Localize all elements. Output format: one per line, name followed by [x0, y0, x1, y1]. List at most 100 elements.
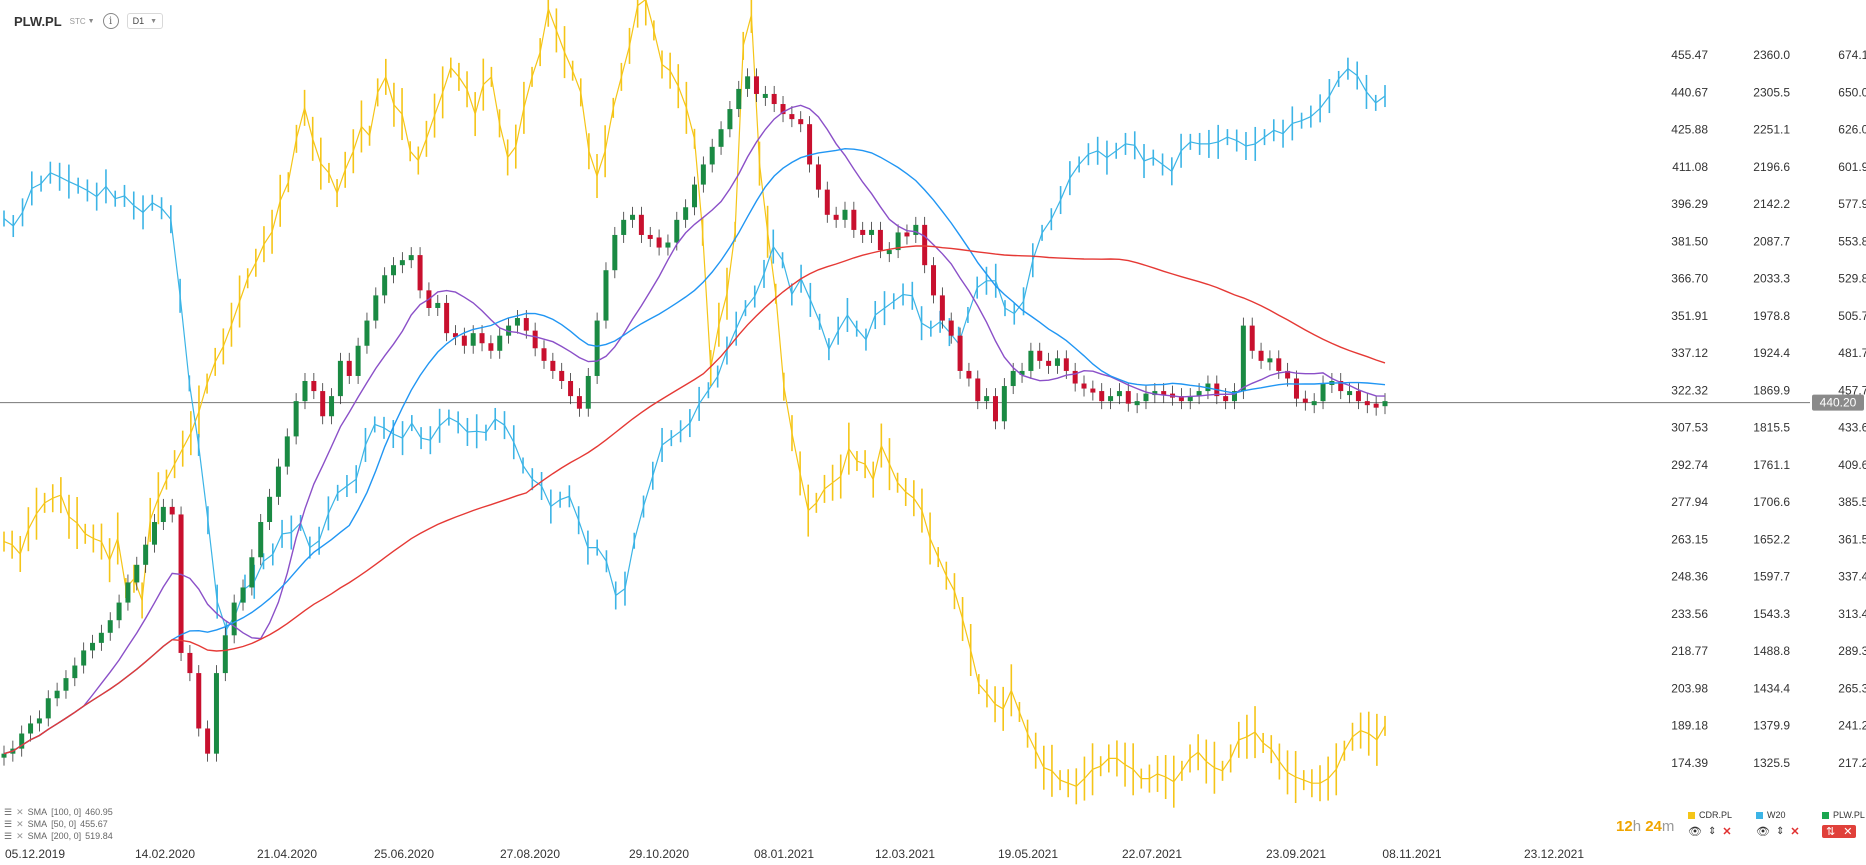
y-tick-label: 1869.9 [1753, 383, 1790, 397]
color-swatch [1756, 811, 1763, 819]
reorder-icon[interactable]: ⇕ [1775, 826, 1785, 837]
y-tick-label: 241.27 [1838, 719, 1866, 733]
close-icon[interactable]: ✕ [16, 819, 24, 829]
plw-candle-body [984, 396, 990, 402]
timeframe-label: D1 [132, 16, 145, 26]
indicator-legend: ☰ ✕ SMA [100, 0] 460.95 ☰ ✕ SMA [50, 0] 455.67 ☰… [4, 806, 113, 842]
y-tick-label: 411.08 [1672, 160, 1708, 174]
timer-minutes: 24 [1645, 818, 1662, 835]
plw-candle-body [1285, 370, 1291, 379]
plw-candle-body [931, 265, 937, 296]
plw-candle-body [665, 242, 671, 248]
plw-candle-body [1178, 396, 1184, 402]
y-tick-label: 577.94 [1838, 197, 1866, 211]
plw-candle-body [647, 234, 653, 239]
close-icon[interactable]: ✕ [1722, 826, 1732, 838]
y-tick-label: 1924.4 [1753, 346, 1790, 360]
y-tick-label: 650.08 [1838, 85, 1866, 99]
info-icon[interactable]: i [102, 13, 119, 29]
sma-line [3, 245, 1386, 755]
y-tick-label: 218.77 [1671, 644, 1708, 658]
y-tick-label: 1978.8 [1753, 309, 1790, 323]
indicator-row[interactable]: ☰ ✕ SMA [200, 0] 519.84 [4, 830, 113, 842]
close-icon[interactable]: ✕ [16, 831, 24, 841]
plw-candle-body [346, 360, 352, 376]
chart-mode-label: STC [69, 16, 86, 26]
sma-line [3, 147, 1386, 755]
y-tick-label: 481.74 [1838, 346, 1866, 360]
plw-candle-body [364, 320, 370, 346]
instrument-plw: PLW.PL ⇅ ✕ [1822, 810, 1865, 838]
y-tick-label: 1652.2 [1753, 532, 1790, 546]
plw-candle-body [736, 88, 742, 110]
timer-hours: 12 [1616, 818, 1633, 835]
y-tick-label: 1706.6 [1753, 495, 1790, 509]
plw-candle-body [780, 104, 786, 115]
eye-icon[interactable]: 👁 [1756, 826, 1770, 838]
sma-line [3, 104, 1386, 755]
y-tick-label: 2251.1 [1753, 123, 1790, 137]
indicator-row[interactable]: ☰ ✕ SMA [100, 0] 460.95 [4, 806, 113, 818]
reorder-icon[interactable]: ⇕ [1707, 826, 1717, 837]
plw-candle-body [1232, 391, 1238, 402]
candles-icon[interactable]: ⇅ [1826, 826, 1836, 838]
plw-candle-body [523, 318, 529, 331]
plw-candle-body [1320, 383, 1326, 402]
plw-candle-body [718, 129, 724, 147]
plw-candle-body [789, 114, 795, 120]
y-tick-label: 455.47 [1671, 48, 1708, 62]
plw-candle-body [45, 698, 51, 719]
y-tick-label: 396.29 [1671, 197, 1708, 211]
close-icon[interactable]: ✕ [16, 807, 24, 817]
cdr-series-line [3, 0, 1386, 787]
plw-candle-body [745, 76, 751, 89]
y-tick-label: 1379.9 [1753, 719, 1790, 733]
y-tick-label: 203.98 [1671, 681, 1708, 695]
close-icon[interactable]: ✕ [1790, 826, 1800, 838]
plw-candle-body [656, 237, 662, 248]
y-tick-label: 457.70 [1838, 383, 1866, 397]
eye-icon[interactable]: 👁 [1688, 826, 1702, 838]
plw-candle-body [1267, 358, 1273, 363]
timer-minutes-unit: m [1661, 818, 1675, 835]
plw-candle-body [1223, 396, 1229, 402]
plw-candle-body [541, 348, 547, 361]
y-tick-label: 263.15 [1671, 532, 1708, 546]
y-tick-label: 2087.7 [1753, 234, 1790, 248]
close-icon[interactable]: ✕ [1843, 826, 1853, 838]
plw-candle-body [630, 214, 636, 220]
instrument-w20: W20 👁 ⇕ ✕ [1756, 810, 1800, 838]
indicator-params: [200, 0] [51, 831, 82, 841]
list-icon: ☰ [4, 819, 13, 829]
x-tick-label: 08.11.2021 [1382, 847, 1441, 861]
x-tick-label: 08.01.2021 [754, 847, 814, 861]
symbol-label[interactable]: PLW.PL [14, 13, 62, 29]
instrument-controls[interactable]: ⇅ ✕ [1822, 825, 1857, 838]
x-tick-label: 29.10.2020 [629, 847, 689, 861]
plw-candle-body [532, 330, 538, 349]
plw-candle-body [948, 320, 954, 336]
plw-candle-body [90, 642, 96, 651]
plw-candle-body [692, 184, 697, 208]
plw-candle-body [125, 582, 131, 603]
plw-candle-body [479, 333, 485, 344]
plw-candle-body [939, 295, 945, 321]
plw-candle-body [727, 109, 733, 130]
plw-candle-body [851, 209, 857, 230]
y-tick-label: 433.65 [1838, 421, 1866, 435]
plw-candle-body [612, 234, 618, 271]
plw-candle-body [249, 557, 255, 588]
plw-candle-body [1081, 383, 1087, 389]
indicator-row[interactable]: ☰ ✕ SMA [50, 0] 455.67 [4, 818, 113, 830]
plw-candle-body [585, 375, 591, 409]
y-tick-label: 307.53 [1671, 421, 1708, 435]
w20-series-line [3, 67, 1386, 632]
timeframe-dropdown[interactable]: D1 ▼ [126, 13, 164, 29]
plw-candle-body [320, 391, 326, 417]
plw-candle-body [603, 270, 609, 321]
plw-candle-body [1, 753, 7, 758]
chart-mode-dropdown[interactable]: STC ▼ [70, 17, 95, 26]
plw-candle-body [1302, 398, 1308, 403]
